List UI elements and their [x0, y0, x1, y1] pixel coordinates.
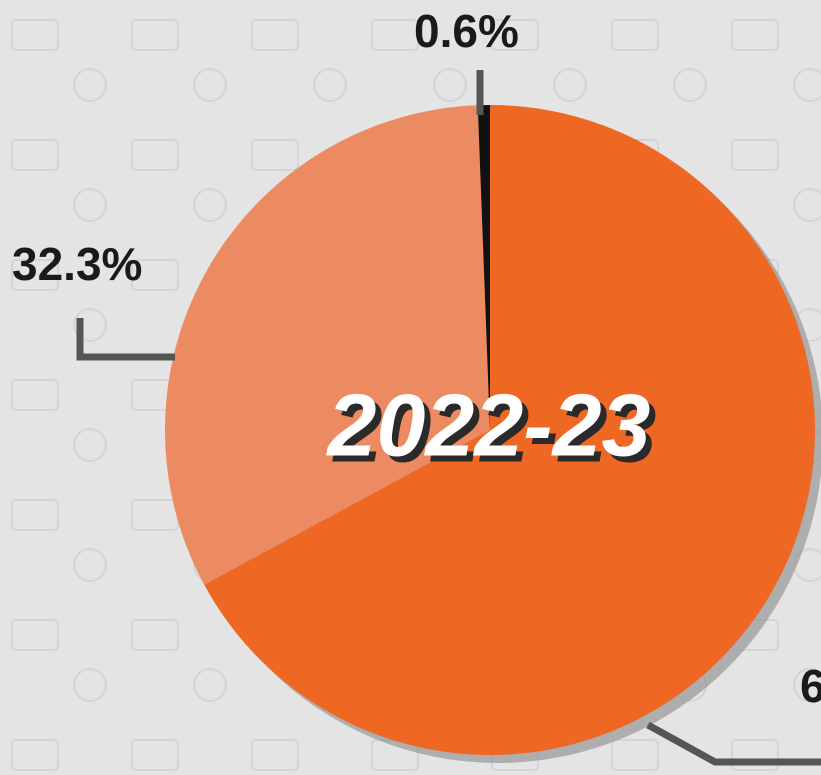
leader-line — [76, 318, 175, 361]
data-label: 32.3% — [12, 238, 142, 290]
data-label: 0.6% — [414, 5, 519, 57]
pie-slice — [477, 105, 490, 430]
data-label: 67.1% — [800, 660, 821, 712]
pie — [165, 105, 816, 755]
pie-slice — [204, 105, 816, 755]
center-label-shadow: 2022-23 — [332, 381, 657, 480]
pie-slice — [165, 105, 490, 585]
center-label: 2022-23 — [326, 375, 651, 474]
leader-line — [646, 721, 821, 766]
